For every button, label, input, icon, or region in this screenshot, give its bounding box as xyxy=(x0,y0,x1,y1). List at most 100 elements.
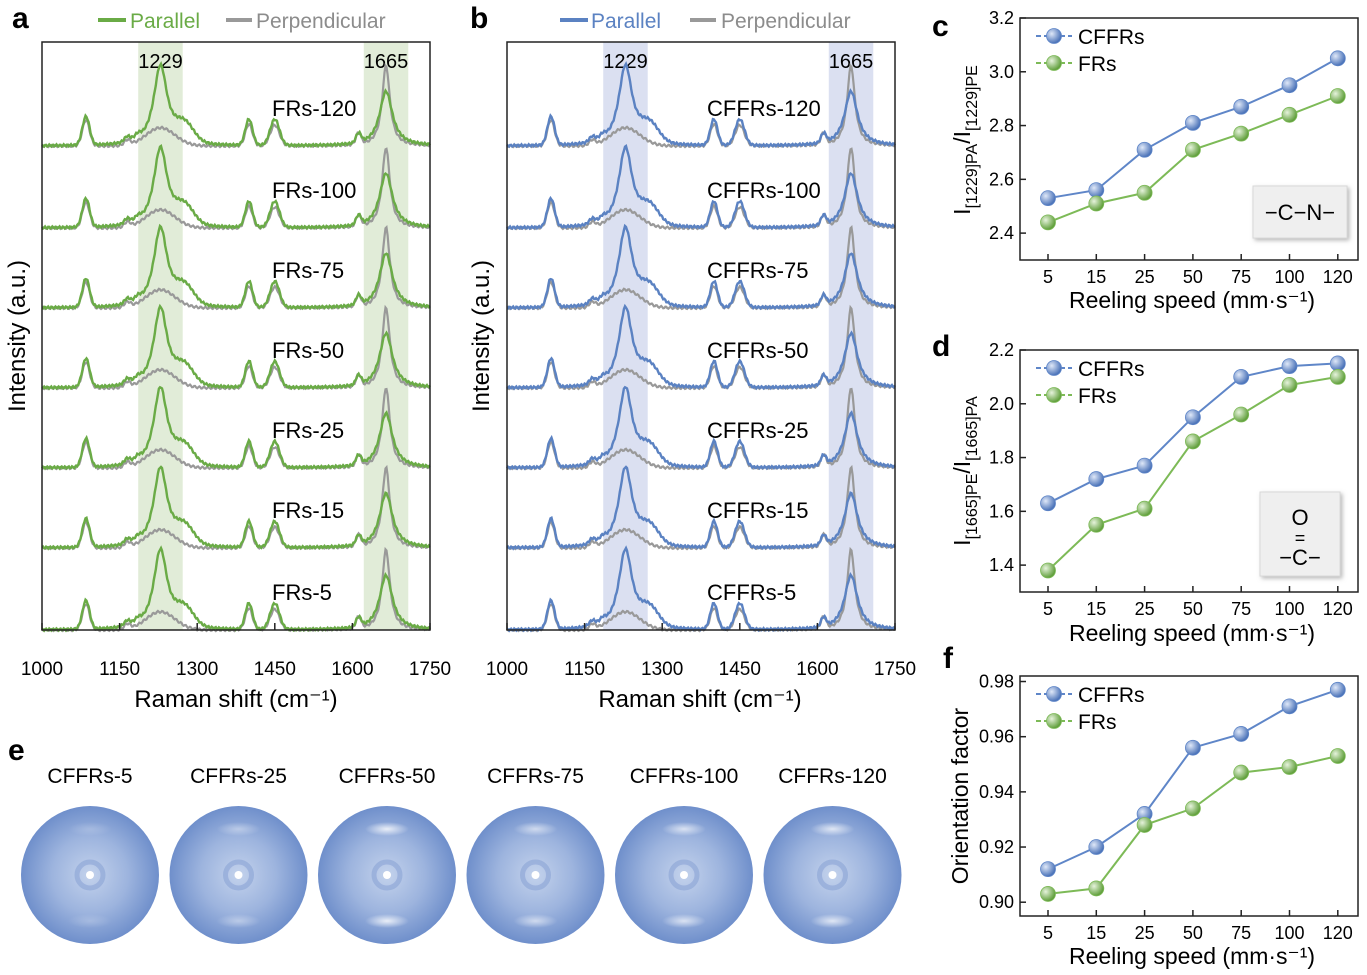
diffraction-ring-CFFRs-120 xyxy=(817,859,848,891)
legend-parallel-label-a: Parallel xyxy=(130,10,200,33)
y-tick-label-1.8: 1.8 xyxy=(989,448,1014,468)
spectrum-parallel-FRs-120 xyxy=(41,60,432,149)
spectrum-parallel-CFFRs-5 xyxy=(506,545,897,633)
y-axis-label-f: Orientation factor xyxy=(947,707,973,884)
x-tick-label-75: 75 xyxy=(1231,267,1251,287)
y-tick-label-1.4: 1.4 xyxy=(989,555,1014,575)
x-tick-label-50: 50 xyxy=(1183,599,1203,619)
data-point-CFFRs-120 xyxy=(1329,681,1346,698)
x-tick-label-5: 5 xyxy=(1043,923,1053,943)
diffraction-ring-CFFRs-50 xyxy=(371,859,403,891)
inset-c-text-d: −C− xyxy=(1279,545,1321,570)
data-point-FRs-25 xyxy=(1136,184,1153,201)
legend-label-CFFRs: CFFRs xyxy=(1078,684,1145,707)
pattern-label-CFFRs-100: CFFRs-100 xyxy=(630,765,739,788)
data-point-FRs-120 xyxy=(1329,748,1346,764)
y-tick-label-0.90: 0.90 xyxy=(979,892,1014,912)
y-tick-label-2.8: 2.8 xyxy=(989,116,1014,136)
inset-double-bond-d: = xyxy=(1295,528,1306,548)
y-tick-label-0.94: 0.94 xyxy=(979,782,1014,802)
spectrum-parallel-FRs-5 xyxy=(41,545,432,633)
y-axis-label-c: I[1229]PA/I[1229]PE xyxy=(949,65,981,215)
data-point-CFFRs-100 xyxy=(1281,358,1298,375)
beam-stop-CFFRs-50 xyxy=(383,871,391,879)
x-axis-label-d: Reeling speed (mm·s⁻¹) xyxy=(1069,620,1315,646)
sample-label-FRs-100: FRs-100 xyxy=(272,178,356,203)
sample-label-FRs-5: FRs-5 xyxy=(272,580,332,605)
spectrum-parallel-CFFRs-100 xyxy=(506,144,896,231)
data-point-CFFRs-25 xyxy=(1136,141,1153,158)
data-point-FRs-100 xyxy=(1281,106,1298,123)
data-point-CFFRs-15 xyxy=(1088,471,1105,487)
y-tick-label-2.6: 2.6 xyxy=(989,169,1014,189)
diffraction-ring-CFFRs-100 xyxy=(668,859,700,891)
x-tick-label-25: 25 xyxy=(1135,267,1155,287)
raman-chart-b: Parallel Perpendicular 1229 1665 CFFRs-12… xyxy=(468,10,916,713)
spectrum-parallel-FRs-50 xyxy=(41,303,432,391)
sample-label-CFFRs-5: CFFRs-5 xyxy=(707,580,796,605)
data-point-FRs-100 xyxy=(1281,377,1298,393)
diffraction-arc-top-CFFRs-120 xyxy=(810,822,855,836)
data-point-FRs-15 xyxy=(1088,880,1105,897)
y-tick-label-2.2: 2.2 xyxy=(989,340,1014,360)
data-point-FRs-120 xyxy=(1329,368,1346,385)
diffraction-arc-top-CFFRs-50 xyxy=(365,822,409,836)
legend-marker-FRs xyxy=(1046,55,1062,71)
data-point-CFFRs-50 xyxy=(1185,114,1201,131)
sample-label-CFFRs-50: CFFRs-50 xyxy=(707,338,808,363)
x-tick-label-25: 25 xyxy=(1135,923,1155,943)
x-tick-label-1000: 1000 xyxy=(486,659,528,680)
inset-co xyxy=(1259,491,1341,577)
panel-label-d: d xyxy=(932,330,950,363)
panel-label-a: a xyxy=(12,2,29,35)
pattern-label-CFFRs-25: CFFRs-25 xyxy=(190,765,287,788)
sample-label-FRs-50: FRs-50 xyxy=(272,338,344,363)
spectrum-parallel-FRs-100 xyxy=(41,144,431,231)
diffraction-arc-top-CFFRs-25 xyxy=(216,822,261,836)
y-tick-label-0.96: 0.96 xyxy=(979,727,1014,747)
x-tick-label-1450: 1450 xyxy=(719,659,761,680)
data-point-FRs-15 xyxy=(1088,195,1105,212)
data-point-CFFRs-5 xyxy=(1040,495,1056,512)
y-tick-label-3.2: 3.2 xyxy=(989,8,1014,28)
panel-label-b: b xyxy=(470,2,488,35)
data-point-CFFRs-100 xyxy=(1281,77,1298,94)
data-point-CFFRs-100 xyxy=(1281,698,1298,715)
data-point-FRs-25 xyxy=(1136,817,1153,833)
plot-frame-f xyxy=(1019,675,1359,917)
data-point-CFFRs-5 xyxy=(1040,861,1056,878)
sample-label-FRs-25: FRs-25 xyxy=(272,418,344,443)
spectrum-parallel-CFFRs-50 xyxy=(506,303,897,391)
diffraction-arc-bottom-CFFRs-25 xyxy=(216,914,261,928)
raman-chart-a: Parallel Perpendicular 1229 1665 FRs-120 F… xyxy=(4,10,451,713)
spectrum-parallel-CFFRs-15 xyxy=(506,465,896,551)
diffraction-arc-top-CFFRs-5 xyxy=(68,822,112,836)
data-point-CFFRs-5 xyxy=(1040,190,1056,207)
inset-cn xyxy=(1252,185,1348,239)
y-tick-label-2.4: 2.4 xyxy=(989,223,1014,243)
y-tick-label-0.92: 0.92 xyxy=(979,837,1014,857)
beam-stop-CFFRs-75 xyxy=(531,871,540,879)
xrd-patterns-e: CFFRs-5 CFFRs-25 CFFRs-50 CFFRs-75 CFFRs-100… xyxy=(21,765,902,944)
x-tick-label-1300: 1300 xyxy=(641,659,683,680)
diffraction-arc-bottom-CFFRs-75 xyxy=(513,914,558,928)
data-point-CFFRs-25 xyxy=(1136,457,1153,474)
x-tick-label-1750: 1750 xyxy=(409,659,451,680)
beam-stop-CFFRs-25 xyxy=(234,871,243,879)
highlight-band-1229 xyxy=(138,42,183,630)
legend-a: Parallel Perpendicular xyxy=(98,10,386,33)
y-tick-label-2.0: 2.0 xyxy=(989,394,1014,414)
data-point-CFFRs-50 xyxy=(1185,409,1201,426)
data-point-FRs-5 xyxy=(1040,214,1056,231)
data-point-FRs-75 xyxy=(1233,125,1250,142)
diffraction-ring-CFFRs-5 xyxy=(74,859,106,891)
data-point-FRs-120 xyxy=(1329,88,1346,104)
x-tick-label-15: 15 xyxy=(1086,599,1106,619)
x-tick-label-120: 120 xyxy=(1323,267,1353,287)
inset-o-text-d: O xyxy=(1291,505,1308,530)
x-tick-label-50: 50 xyxy=(1183,267,1203,287)
data-point-CFFRs-75 xyxy=(1233,98,1250,115)
spectrum-parallel-FRs-75 xyxy=(41,223,431,311)
